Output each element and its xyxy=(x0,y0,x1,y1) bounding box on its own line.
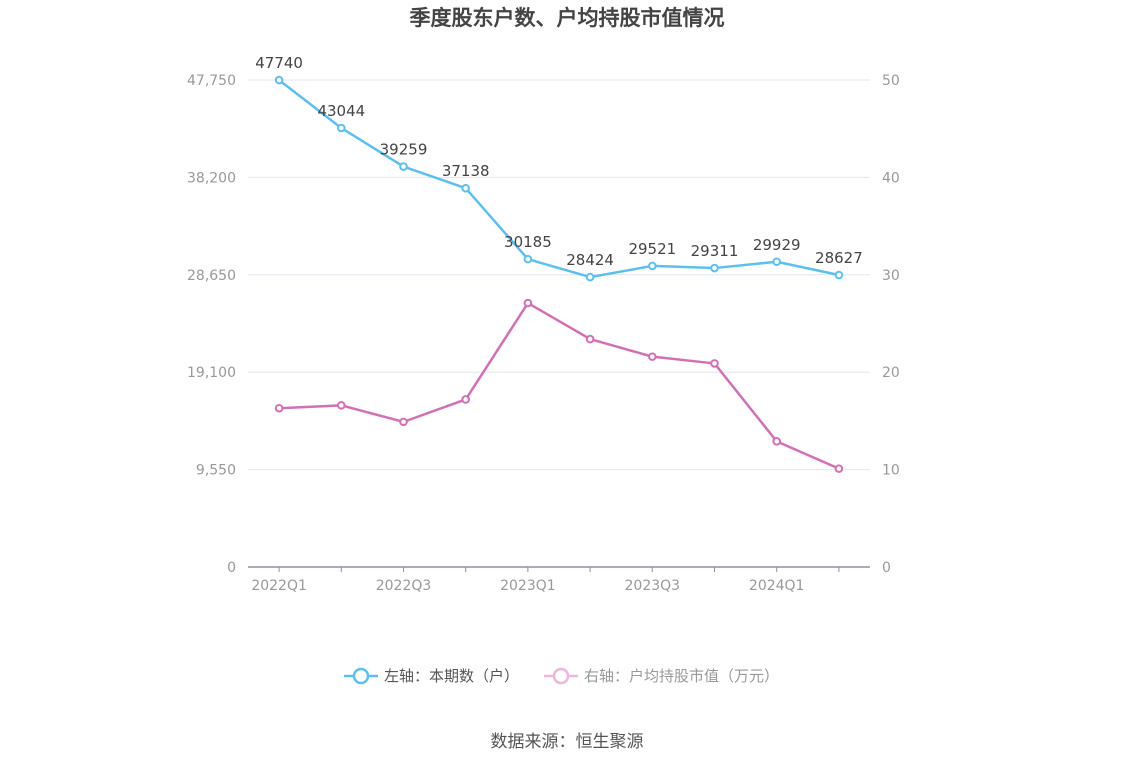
series-1: 47740 43044 39259 37138 30185 28424 29521 29311… xyxy=(255,54,863,282)
data-point xyxy=(772,437,782,446)
data-point xyxy=(834,270,844,280)
data-point xyxy=(523,254,533,264)
data-point xyxy=(399,162,408,171)
legend-marker-circle xyxy=(552,667,570,685)
data-label: 29521 xyxy=(628,240,676,258)
data-label: 28424 xyxy=(566,251,614,269)
left-axis-tick-label: 9,550 xyxy=(196,463,236,479)
left-axis-tick-label: 19,100 xyxy=(187,365,236,381)
data-point xyxy=(648,352,657,361)
data-point xyxy=(834,464,844,473)
data-point xyxy=(337,123,346,133)
data-point xyxy=(274,75,284,85)
data-point xyxy=(461,395,471,404)
left-axis-tick-label: 28,650 xyxy=(187,268,236,284)
right-axis-tick-label: 40 xyxy=(882,170,900,186)
x-axis-tick-label: 2024Q1 xyxy=(749,578,805,594)
right-axis-tick-label: 30 xyxy=(882,268,900,284)
right-axis-tick-label: 0 xyxy=(882,560,891,576)
right-axis-tick-label: 20 xyxy=(882,365,900,381)
legend-item-1[interactable]: 左轴：本期数（户） xyxy=(344,667,519,685)
data-point xyxy=(710,263,719,273)
left-axis-tick-label: 38,200 xyxy=(187,170,236,186)
data-label: 37138 xyxy=(442,162,490,180)
data-point xyxy=(772,257,782,267)
x-axis-tick-label: 2023Q1 xyxy=(500,578,556,594)
left-axis-tick-label: 47,750 xyxy=(187,73,236,89)
data-label: 39259 xyxy=(380,141,428,159)
right-axis: 0 10 20 30 40 50 xyxy=(882,73,900,576)
legend-marker-circle xyxy=(352,667,370,685)
data-point xyxy=(585,334,595,344)
legend-label: 右轴：户均持股市值（万元） xyxy=(584,667,779,685)
series-layer: 47740 43044 39259 37138 30185 28424 29521 29311… xyxy=(255,54,863,473)
data-point xyxy=(648,261,657,271)
x-axis: 2022Q1 2022Q3 2023Q1 2023Q3 2024Q1 xyxy=(248,566,870,594)
data-label: 28627 xyxy=(815,249,863,267)
data-point xyxy=(710,359,719,368)
series-line xyxy=(278,79,840,279)
data-label: 29311 xyxy=(691,242,739,260)
grid-lines xyxy=(248,79,870,471)
data-label: 29929 xyxy=(753,236,801,254)
data-label: 47740 xyxy=(255,54,303,72)
series-line xyxy=(279,301,840,470)
left-axis: 0 9,550 19,100 28,650 38,200 47,750 xyxy=(187,73,236,576)
data-point xyxy=(461,183,471,193)
data-label: 43044 xyxy=(317,102,365,120)
x-axis-tick-label: 2022Q1 xyxy=(251,578,307,594)
series-2 xyxy=(274,298,844,473)
data-point xyxy=(585,272,595,282)
data-point xyxy=(523,298,533,308)
chart-title: 季度股东户数、户均持股市值情况 xyxy=(410,6,725,30)
left-axis-tick-label: 0 xyxy=(227,560,236,576)
data-label: 30185 xyxy=(504,233,552,251)
right-axis-tick-label: 50 xyxy=(882,73,900,89)
legend-item-2[interactable]: 右轴：户均持股市值（万元） xyxy=(544,667,779,685)
legend[interactable]: 左轴：本期数（户） 右轴：户均持股市值（万元） xyxy=(344,667,779,685)
data-point xyxy=(399,417,408,427)
x-axis-tick-label: 2022Q3 xyxy=(376,578,432,594)
data-point xyxy=(337,401,346,410)
legend-label: 左轴：本期数（户） xyxy=(384,667,519,685)
right-axis-tick-label: 10 xyxy=(882,463,900,479)
x-axis-tick-label: 2023Q3 xyxy=(625,578,681,594)
data-point xyxy=(274,403,284,413)
data-source: 数据来源：恒生聚源 xyxy=(491,732,644,752)
